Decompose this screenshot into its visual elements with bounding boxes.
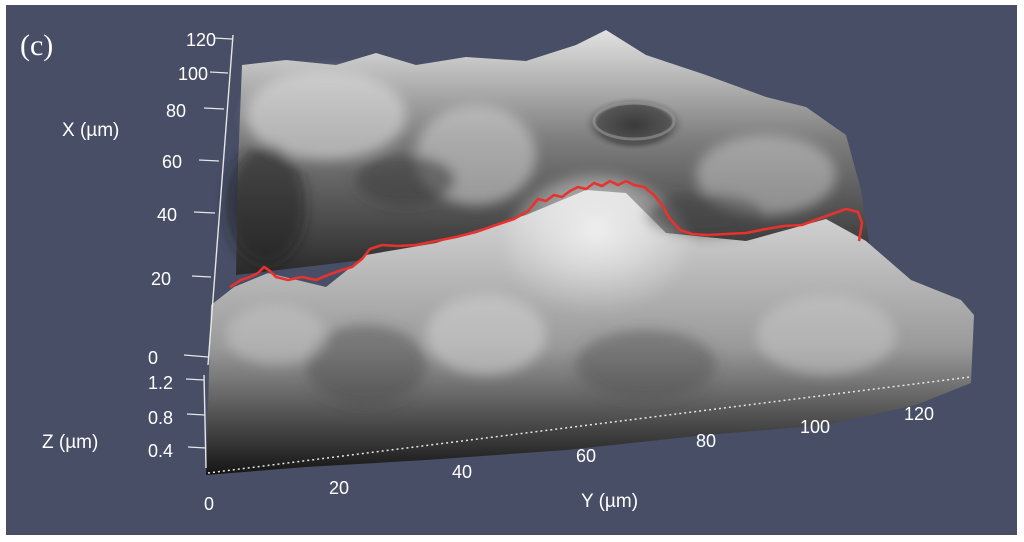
- y-tick-label: 120: [904, 404, 934, 424]
- surface-crater-rim: [592, 101, 676, 141]
- y-tick-label: 100: [800, 417, 830, 437]
- surface-valley-shadow: [226, 145, 306, 265]
- surface-ridge-highlight: [696, 135, 836, 215]
- surface-front-highlight: [226, 305, 326, 365]
- surface-peak-highlight: [506, 175, 686, 315]
- y-tick-label: 80: [696, 431, 716, 451]
- x-tick-mark: [213, 37, 233, 40]
- surface-body: [206, 30, 974, 475]
- x-tick-mark: [193, 211, 216, 214]
- x-axis-title: X (µm): [62, 120, 119, 141]
- z-tick-mark: [185, 378, 205, 381]
- x-tick-mark: [183, 354, 209, 358]
- z-axis-title: Z (µm): [42, 432, 98, 453]
- x-tick-label: 80: [166, 101, 186, 121]
- x-tick-label: 100: [178, 64, 208, 84]
- z-axis-line: [203, 374, 207, 469]
- surface-crater: [582, 97, 686, 153]
- y-tick-label: 40: [452, 462, 472, 482]
- surface-front-region: [206, 190, 974, 475]
- profile-line: [229, 179, 864, 289]
- y-tick-label: 60: [576, 446, 596, 466]
- z-tick-label: 0.8: [148, 408, 173, 428]
- x-tick-mark: [203, 107, 225, 110]
- y-tick-label: 0: [204, 494, 214, 514]
- x-tick-mark: [191, 275, 212, 278]
- x-tick-label: 20: [151, 269, 171, 289]
- x-axis-line: [207, 34, 234, 366]
- panel-label: (c): [20, 29, 53, 62]
- surface-front-highlight: [426, 295, 546, 375]
- surface-plot-figure: (c) 0 20 40 60 80 100 120 X (µm) 1.2 0.8…: [6, 5, 1017, 535]
- x-tick-label: 0: [148, 348, 158, 368]
- surface-ridge-highlight: [246, 70, 406, 160]
- x-tick-mark: [209, 71, 229, 74]
- x-tick-label: 60: [162, 152, 182, 172]
- surface-plot-svg: (c) 0 20 40 60 80 100 120 X (µm) 1.2 0.8…: [20, 29, 974, 514]
- surface-valley-shadow: [356, 155, 456, 205]
- surface-valley-shadow: [306, 325, 426, 405]
- y-tick-label: 20: [329, 478, 349, 498]
- x-tick-label: 120: [186, 30, 216, 50]
- x-tick-label: 40: [157, 205, 177, 225]
- z-tick-mark: [187, 446, 207, 449]
- surface-valley-shadow: [646, 193, 766, 237]
- y-axis-title: Y (µm): [581, 491, 638, 512]
- x-tick-mark: [198, 159, 220, 162]
- axes-lines: [203, 34, 971, 474]
- y-axis-line: [207, 376, 971, 474]
- tick-marks: [183, 37, 233, 449]
- z-tick-label: 0.4: [148, 441, 173, 461]
- z-tick-label: 1.2: [148, 373, 173, 393]
- surface-front-highlight: [756, 295, 896, 375]
- z-tick-mark: [186, 413, 206, 416]
- surface-valley-shadow: [576, 330, 716, 400]
